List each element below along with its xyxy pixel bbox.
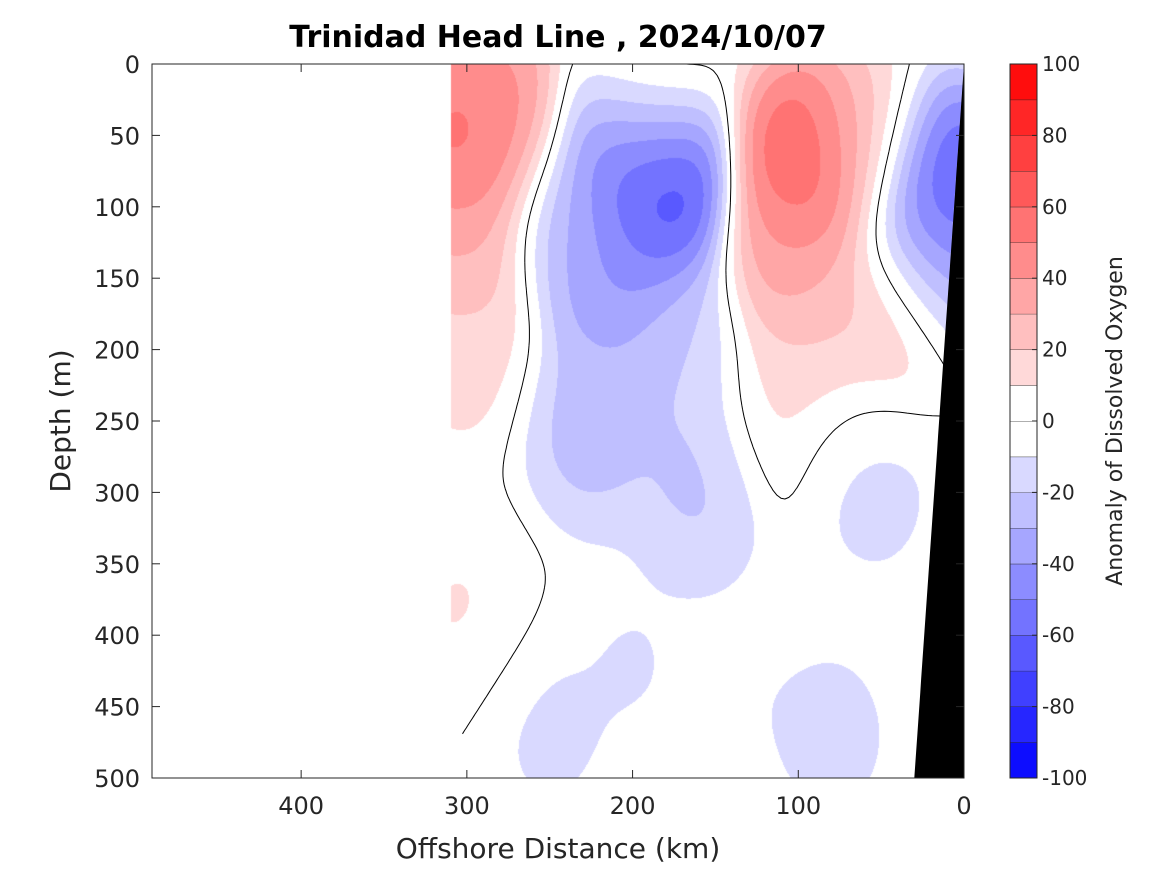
y-tick-label: 350 xyxy=(94,551,140,579)
y-tick-label: 250 xyxy=(94,408,140,436)
colorbar-band xyxy=(1010,599,1037,636)
colorbar-band xyxy=(1010,99,1037,136)
anomaly-field xyxy=(152,64,964,778)
colorbar-tick-label: 0 xyxy=(1042,409,1055,433)
colorbar-tick-label: -20 xyxy=(1042,480,1075,504)
x-tick-label: 0 xyxy=(956,792,971,820)
colorbar-tick-label: 60 xyxy=(1042,195,1067,219)
colorbar-tick-label: -40 xyxy=(1042,552,1075,576)
colorbar-band xyxy=(1010,742,1037,778)
colorbar-tick-label: 40 xyxy=(1042,266,1067,290)
colorbar-band xyxy=(1010,528,1037,564)
y-tick-label: 300 xyxy=(94,479,140,507)
chart-title: Trinidad Head Line , 2024/10/07 xyxy=(289,20,826,55)
colorbar-band xyxy=(1010,456,1037,493)
colorbar-label: Anomaly of Dissolved Oxygen xyxy=(1103,256,1128,586)
colorbar-tick-label: 80 xyxy=(1042,123,1067,147)
colorbar-band xyxy=(1010,349,1037,386)
y-axis: 0 50 100 150 200 250 300 350 400 450 500 xyxy=(94,51,964,793)
colorbar-band xyxy=(1010,313,1037,350)
colorbar-tick-label: -100 xyxy=(1042,766,1087,790)
colorbar-band xyxy=(1010,171,1037,207)
colorbar-band xyxy=(1010,135,1037,172)
x-tick-label: 200 xyxy=(610,792,656,820)
x-tick-label: 400 xyxy=(278,792,324,820)
colorbar-band xyxy=(1010,385,1037,421)
y-tick-label: 450 xyxy=(94,694,140,722)
colorbar: 100 80 60 40 20 0 -20 -40 -60 -80 -100 xyxy=(1009,52,1087,790)
colorbar-band xyxy=(1010,670,1037,707)
x-tick-label: 100 xyxy=(775,792,821,820)
zero-contour xyxy=(462,64,945,735)
colorbar-tick-label: -60 xyxy=(1042,623,1075,647)
colorbar-band xyxy=(1010,706,1037,743)
y-tick-label: 500 xyxy=(94,765,140,793)
colorbar-band xyxy=(1010,64,1037,100)
colorbar-band xyxy=(1010,421,1037,457)
colorbar-band xyxy=(1010,206,1037,243)
y-tick-label: 400 xyxy=(94,622,140,650)
colorbar-band xyxy=(1010,278,1037,314)
colorbar-tick-label: -80 xyxy=(1042,695,1075,719)
y-axis-label: Depth (m) xyxy=(44,349,77,492)
colorbar-tick-label: 20 xyxy=(1042,338,1067,362)
y-tick-label: 100 xyxy=(94,194,140,222)
x-axis: 400 300 200 100 0 xyxy=(278,64,972,820)
y-tick-label: 200 xyxy=(94,337,140,365)
y-tick-label: 0 xyxy=(125,51,140,79)
bathymetry-seafloor xyxy=(914,64,964,778)
y-tick-label: 150 xyxy=(94,265,140,293)
plot-area xyxy=(151,63,965,779)
colorbar-band xyxy=(1010,242,1037,279)
colorbar-band xyxy=(1010,635,1037,671)
colorbar-band xyxy=(1010,492,1037,529)
y-tick-label: 50 xyxy=(109,122,140,150)
x-tick-label: 300 xyxy=(444,792,490,820)
colorbar-tick-label: 100 xyxy=(1042,52,1080,76)
zero-contour-lines xyxy=(462,64,945,735)
colorbar-band xyxy=(1010,563,1037,600)
x-axis-label: Offshore Distance (km) xyxy=(396,832,721,865)
